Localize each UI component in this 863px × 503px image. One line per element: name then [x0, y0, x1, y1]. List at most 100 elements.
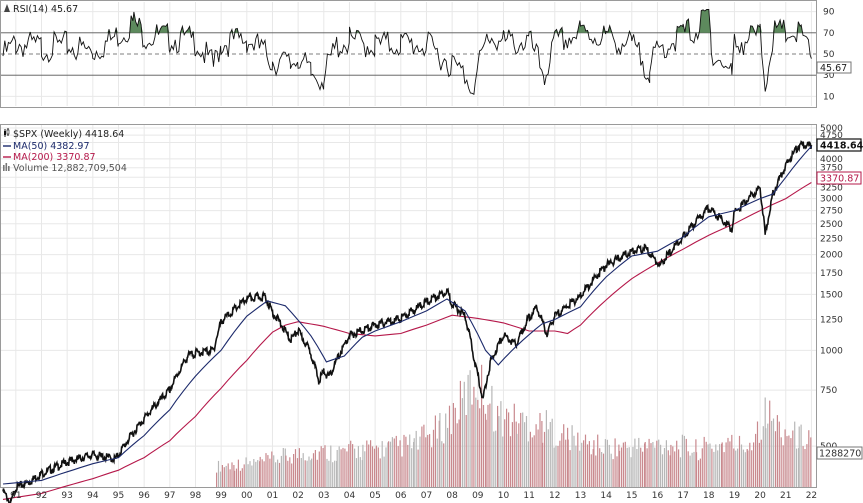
volume-bar — [515, 421, 517, 487]
volume-bar — [359, 457, 361, 487]
rsi-tick-label: 90 — [823, 8, 835, 18]
volume-bar — [434, 415, 436, 487]
x-tick-label: 10 — [498, 491, 510, 501]
volume-bar — [597, 434, 599, 487]
volume-bar — [511, 422, 513, 487]
volume-bar — [679, 457, 682, 487]
volume-bar — [263, 461, 265, 487]
volume-bar — [223, 467, 225, 487]
volume-bar — [590, 454, 592, 487]
volume-bar — [338, 446, 340, 487]
volume-bar — [794, 421, 796, 487]
volume-bar — [354, 448, 356, 487]
volume-bar — [592, 449, 594, 487]
volume-bar — [251, 465, 253, 487]
volume-bar — [330, 445, 332, 487]
volume-bar — [642, 451, 644, 487]
volume-bar — [588, 441, 590, 487]
volume-bar — [504, 419, 506, 487]
volume-bar — [746, 449, 748, 487]
volume-bar — [291, 463, 293, 487]
volume-bar — [689, 455, 691, 487]
volume-bar — [699, 458, 701, 487]
price-gridlines — [1, 125, 816, 487]
volume-bar — [705, 441, 707, 487]
ma50-line — [2, 145, 812, 485]
volume-bar — [808, 430, 810, 487]
price-panel-frame — [0, 124, 817, 488]
volume-bar — [539, 413, 541, 487]
x-tick-label: 01 — [267, 491, 278, 501]
volume-bar — [377, 447, 379, 487]
volume-bar — [565, 439, 567, 487]
ma200-legend-text: MA(200) 3370.87 — [13, 152, 96, 163]
volume-bar — [267, 455, 269, 487]
x-tick-label: 00 — [241, 491, 253, 501]
volume-bar — [473, 386, 475, 487]
volume-bar — [293, 454, 295, 487]
volume-bar — [806, 444, 808, 487]
volume-bar — [533, 435, 535, 487]
volume-bar — [393, 438, 395, 487]
volume-bar — [719, 444, 721, 487]
volume-bar — [314, 450, 316, 487]
volume-bar — [663, 448, 666, 487]
volume-bar — [322, 448, 324, 487]
volume-bar — [636, 449, 638, 487]
volume-bar — [311, 458, 313, 487]
volume-bar — [355, 458, 358, 487]
volume-bar — [765, 428, 767, 487]
volume-bar — [610, 453, 612, 487]
volume-bar — [332, 462, 334, 487]
volume-bar — [713, 451, 715, 487]
volume-bar — [531, 437, 533, 487]
volume-bar — [308, 456, 310, 487]
volume-bar — [467, 374, 469, 487]
x-tick-label: 92 — [36, 491, 47, 501]
price-tick-label: 2250 — [820, 234, 843, 244]
volume-bar — [555, 445, 557, 487]
volume-bar — [513, 403, 515, 487]
volume-bar — [601, 452, 603, 487]
volume-bar — [575, 445, 577, 487]
volume-bar — [506, 408, 508, 487]
volume-bar — [429, 434, 431, 487]
volume-bar — [747, 450, 749, 487]
rsi-value-tag-text: 45.67 — [820, 63, 847, 74]
volume-bar — [784, 429, 786, 487]
volume-bar — [563, 424, 565, 487]
volume-bar — [471, 404, 473, 487]
volume-bar — [316, 459, 318, 487]
price-tick-label: 1250 — [820, 316, 843, 326]
volume-bar — [348, 444, 350, 487]
volume-bar — [656, 440, 658, 487]
x-tick-label: 17 — [677, 491, 688, 501]
rsi-axis-ticks: 90 70 50 30 10 — [823, 8, 835, 103]
x-tick-label: 97 — [164, 491, 175, 501]
rsi-tick-label: 70 — [823, 29, 835, 39]
volume-bar — [219, 471, 222, 487]
volume-bar — [788, 435, 790, 487]
volume-bar — [275, 462, 277, 487]
volume-bar — [379, 458, 381, 487]
volume-bar — [584, 434, 587, 487]
rsi-value-tag-box — [816, 61, 852, 74]
volume-bar — [780, 437, 782, 487]
volume-bar — [255, 461, 257, 487]
volume-bar — [502, 436, 504, 487]
price-tick-label: 1000 — [820, 346, 843, 356]
candlestick-icon — [4, 128, 10, 137]
price-tick-label: 2500 — [820, 220, 843, 230]
volume-bar — [421, 426, 423, 487]
volume-bar — [593, 440, 595, 487]
ma200-line — [2, 182, 812, 500]
volume-bar — [711, 448, 713, 487]
price-tick-label: 750 — [820, 386, 837, 396]
volume-bar — [447, 427, 449, 487]
volume-bar — [261, 459, 263, 487]
volume-bar — [334, 460, 336, 487]
volume-bar — [312, 453, 315, 487]
volume-bar — [602, 453, 605, 487]
volume-bar — [735, 450, 737, 487]
